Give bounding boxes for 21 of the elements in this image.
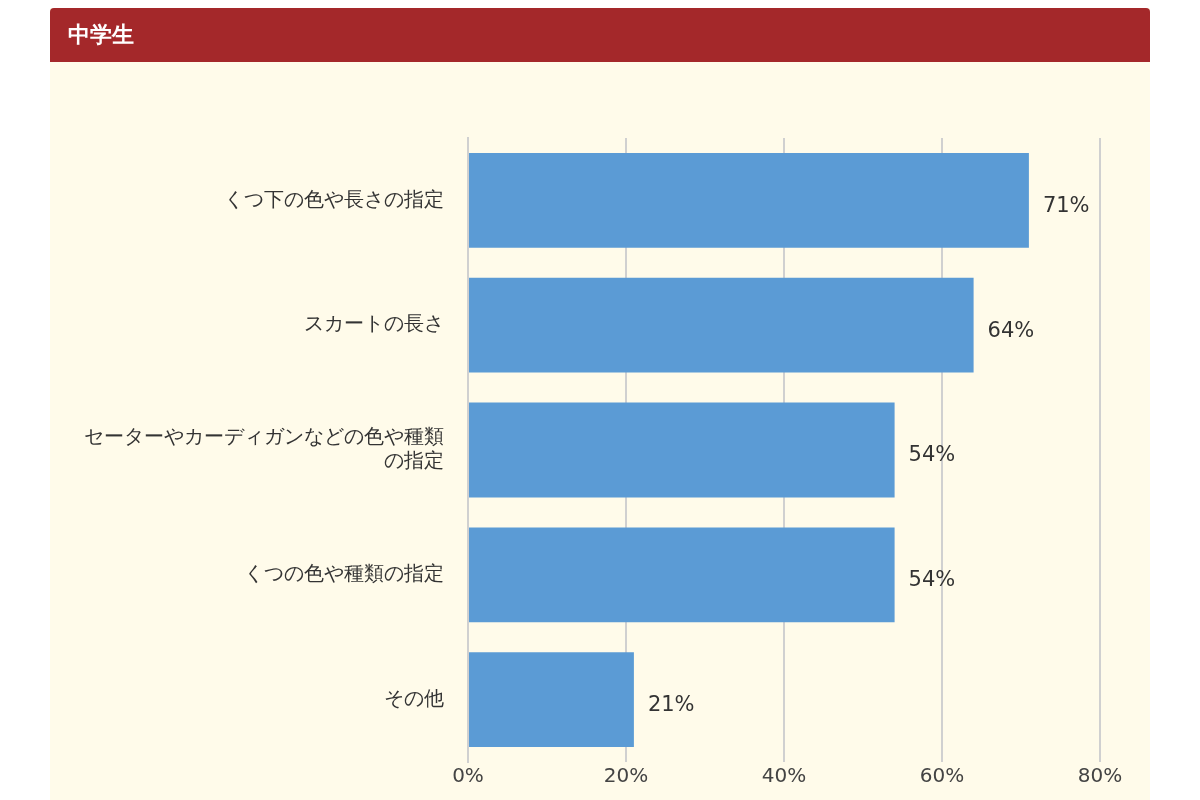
data-label: 54%	[908, 567, 956, 592]
x-tick-label: 60%	[919, 763, 965, 788]
bar	[469, 277, 974, 373]
y-tick-label: その他	[384, 685, 444, 710]
text: 中学生	[50, 8, 1150, 62]
bar	[469, 652, 634, 748]
data-label: 54%	[908, 442, 956, 467]
y-tick-label: セーターやカーディガンなどの色や種類の指定	[84, 424, 444, 473]
y-tick-label: くつの色や種類の指定	[244, 561, 444, 585]
x-tick-label: 80%	[1077, 763, 1123, 788]
y-tick-label: くつ下の色や長さの指定	[224, 186, 444, 211]
y-tick-label: スカートの長さ	[304, 311, 444, 336]
bar	[469, 527, 895, 623]
data-label: 71%	[1042, 192, 1090, 217]
x-tick-label: 0%	[452, 763, 484, 788]
bar	[469, 402, 895, 498]
bar	[469, 152, 1029, 248]
x-tick-label: 40%	[761, 763, 807, 788]
data-label: 21%	[647, 692, 695, 717]
x-tick-label: 20%	[603, 763, 649, 788]
data-label: 64%	[987, 317, 1035, 342]
